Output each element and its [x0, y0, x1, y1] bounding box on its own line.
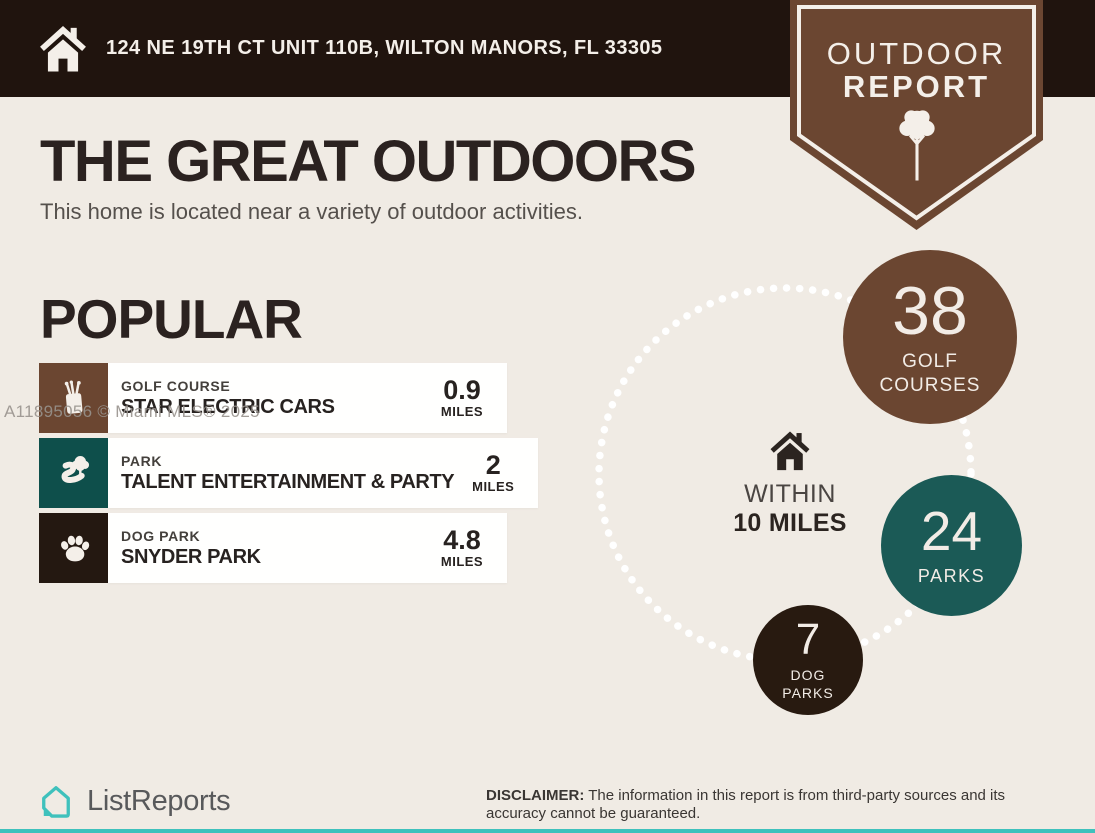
property-address: 124 NE 19TH CT UNIT 110B, WILTON MANORS,… [106, 37, 663, 59]
place-category: GOLF COURSE [121, 377, 231, 394]
tree-icon [898, 110, 935, 181]
golf-bag-icon [39, 363, 108, 433]
stat-label: PARKS [917, 565, 986, 586]
paw-icon [39, 513, 108, 583]
stat-value: 38 [892, 272, 968, 349]
distance-unit: MILES [440, 404, 484, 419]
stat-value: 24 [920, 499, 983, 562]
stat-value: 7 [795, 614, 821, 664]
home-icon [40, 25, 86, 71]
page-subtitle: This home is located near a variety of o… [40, 199, 583, 224]
stat-bubble-golf-courses: 38 GOLF COURSES [843, 250, 1017, 424]
place-name: TALENT ENTERTAINMENT & PARTY [121, 470, 455, 493]
disclaimer-text: DISCLAIMER: The information in this repo… [486, 787, 1006, 822]
distance-unit: MILES [472, 479, 515, 494]
list-item-park: PARK TALENT ENTERTAINMENT & PARTY 2 MILE… [39, 438, 539, 508]
place-name: STAR ELECTRIC CARS [121, 395, 335, 418]
disclaimer-label: DISCLAIMER: [486, 787, 585, 804]
listreports-house-icon [42, 786, 70, 818]
distance-value: 0.9 [443, 375, 481, 405]
place-card-body: PARK TALENT ENTERTAINMENT & PARTY 2 MILE… [108, 438, 539, 508]
stat-bubble-dog-parks: 7 DOG PARKS [753, 605, 863, 715]
distance-unit: MILES [440, 554, 484, 569]
list-item-golf-course: GOLF COURSE STAR ELECTRIC CARS 0.9 MILES [39, 363, 507, 433]
radius-miles-label: 10 MILES [733, 509, 847, 537]
place-card-body: DOG PARK SNYDER PARK 4.8 MILES [108, 513, 507, 583]
within-label: WITHIN [744, 480, 836, 508]
outdoor-report-ribbon: OUTDOOR REPORT [790, 0, 1043, 232]
distance-value: 2 [485, 450, 501, 480]
ribbon-title-line2: REPORT [842, 69, 991, 104]
radius-center-label: WITHIN 10 MILES [710, 430, 870, 538]
place-category: PARK [121, 452, 163, 469]
stat-label: DOG PARKS [782, 666, 834, 701]
place-card-body: GOLF COURSE STAR ELECTRIC CARS 0.9 MILES [108, 363, 507, 433]
popular-places-list: GOLF COURSE STAR ELECTRIC CARS 0.9 MILES [39, 363, 539, 588]
list-item-dog-park: DOG PARK SNYDER PARK 4.8 MILES [39, 513, 507, 583]
stat-label: GOLF COURSES [879, 350, 981, 396]
ribbon-title-line1: OUTDOOR [826, 36, 1007, 71]
listreports-logo: ListReports [35, 780, 231, 822]
place-name: SNYDER PARK [121, 545, 261, 568]
distance-value: 4.8 [443, 525, 481, 555]
place-category: DOG PARK [121, 527, 201, 544]
house-icon [770, 431, 810, 471]
brand-name: ListReports [87, 784, 231, 817]
stat-bubble-parks: 24 PARKS [881, 475, 1022, 616]
section-title-popular: POPULAR [40, 288, 303, 350]
page-title: THE GREAT OUTDOORS [40, 129, 697, 194]
footer-accent-bar [0, 829, 1095, 833]
park-icon [39, 438, 108, 508]
mls-watermark: A11895056 © Miami MLS® 2025 [4, 402, 260, 421]
